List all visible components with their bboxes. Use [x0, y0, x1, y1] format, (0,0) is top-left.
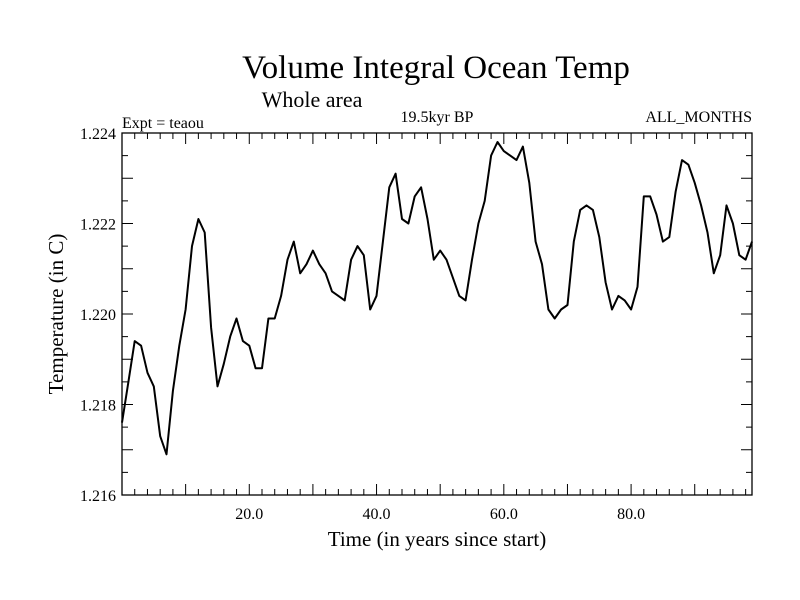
axis-ticks [122, 133, 752, 495]
chart-subtitle: Whole area [262, 87, 363, 112]
x-tick-label: 80.0 [617, 506, 645, 523]
annotation-right: ALL_MONTHS [645, 109, 752, 126]
y-tick-labels: 1.216 1.218 1.220 1.222 1.224 [80, 126, 116, 505]
x-tick-label: 40.0 [363, 506, 391, 523]
y-tick-label: 1.216 [80, 488, 116, 505]
chart-title: Volume Integral Ocean Temp [242, 50, 630, 86]
plot-frame [121, 132, 753, 496]
y-tick-label: 1.224 [80, 126, 116, 143]
series-line-temperature [121, 141, 753, 456]
x-tick-labels: 20.0 40.0 60.0 80.0 [235, 506, 645, 523]
x-tick-label: 60.0 [490, 506, 518, 523]
y-tick-label: 1.220 [80, 307, 116, 324]
y-axis-label: Temperature (in C) [44, 234, 68, 395]
y-tick-label: 1.218 [80, 398, 116, 415]
x-tick-label: 20.0 [235, 506, 263, 523]
annotation-center: 19.5kyr BP [401, 109, 474, 126]
x-axis-label: Time (in years since start) [328, 527, 547, 551]
annotation-left: Expt = teaou [122, 115, 204, 132]
y-tick-label: 1.222 [80, 217, 116, 234]
